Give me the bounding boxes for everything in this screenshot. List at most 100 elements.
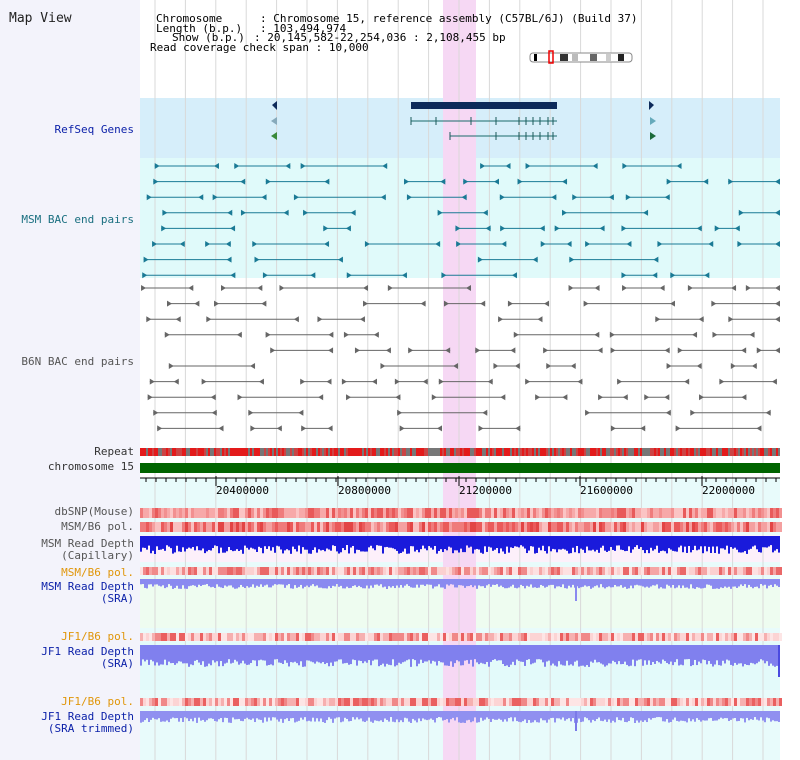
heat-cell [710,698,713,706]
depth-bar [320,536,322,551]
bac-end-icon [422,378,428,385]
depth-bar [582,645,584,666]
track-label-panel [0,0,140,760]
heat-cell [713,508,716,518]
heat-cell [521,633,524,641]
depth-bar [480,536,482,553]
depth-bar [280,536,282,550]
depth-bar [756,536,758,550]
depth-bar [664,711,666,722]
repeat-segment [666,448,668,456]
depth-bar [490,645,492,662]
heat-cell [458,508,461,518]
heat-cell [440,698,443,706]
track-label-jf1-depth-trimmed[interactable]: JF1 Read Depth (SRA trimmed) [0,711,134,735]
depth-bar [504,711,506,720]
repeat-segment [336,448,338,456]
depth-bar [370,579,372,586]
track-label-msm-depth-capillary[interactable]: MSM Read Depth (Capillary) [0,538,134,562]
heat-cell [155,633,158,641]
heat-cell [602,567,605,575]
depth-bar [340,645,342,660]
repeat-segment [210,448,212,456]
heat-cell [731,633,734,641]
depth-bar [694,645,696,660]
bac-end-icon [443,300,449,307]
repeat-segment [258,448,260,456]
heat-cell [482,522,485,532]
heat-cell [563,522,566,532]
track-label-msm-b6-pol[interactable]: MSM/B6 pol. [61,520,134,533]
track-label-jf1-depth-sra[interactable]: JF1 Read Depth (SRA) [0,646,134,670]
repeat-segment [628,448,630,456]
axis-tick-label: 21200000 [459,484,512,497]
depth-bar [456,536,458,551]
repeat-segment [296,448,298,456]
depth-bar [422,579,424,585]
depth-bar [140,711,142,723]
depth-bar [424,711,426,720]
bac-end-icon [205,241,211,247]
heat-cell [773,633,776,641]
depth-bar [516,536,518,547]
bac-end-icon [572,194,578,201]
heat-cell [524,633,527,641]
depth-bar [382,536,384,554]
heat-cell [227,567,230,575]
depth-bar [194,579,196,586]
depth-bar [462,711,464,723]
depth-bar [674,579,676,589]
depth-bar [332,536,334,546]
depth-bar [604,536,606,551]
depth-bar [566,711,568,720]
heat-cell [179,508,182,518]
depth-bar [584,536,586,553]
heat-cell [683,698,686,706]
depth-bar [464,645,466,661]
repeat-segment [776,448,778,456]
bac-end-icon [453,363,459,369]
depth-bar [238,579,240,588]
depth-bar [728,645,730,661]
heat-cell [770,698,773,706]
depth-bar [456,579,458,588]
heat-cell [473,567,476,575]
bac-end-icon [317,316,323,323]
depth-bar [388,579,390,587]
bac-end-icon [257,285,263,291]
track-label-repeat[interactable]: Repeat [94,445,134,458]
track-label-chromosome[interactable]: chromosome 15 [47,460,134,473]
heat-cell [725,633,728,641]
bac-end-icon [212,194,218,201]
track-label-dbsnp[interactable]: dbSNP(Mouse) [54,505,134,518]
depth-bar [334,645,336,662]
track-label-refseq[interactable]: RefSeq Genes [54,123,134,136]
bac-end-icon [234,163,240,169]
depth-bar [140,536,142,552]
track-label-msm-depth-sra[interactable]: MSM Read Depth (SRA) [0,581,134,605]
heat-cell [770,508,773,518]
depth-bar [422,536,424,546]
gene-arrow [650,132,656,140]
heat-cell [755,508,758,518]
heat-cell [335,508,338,518]
repeat-segment [578,448,580,456]
depth-bar [396,579,398,586]
depth-bar [430,579,432,585]
depth-bar [156,645,158,663]
track-label-msm-b6-pol-2[interactable]: MSM/B6 pol. [61,566,134,579]
track-label-jf1-b6-pol-2[interactable]: JF1/B6 pol. [61,695,134,708]
repeat-segment [390,448,392,456]
track-label-b6n-bac[interactable]: B6N BAC end pairs [21,355,134,368]
heat-cell [668,508,671,518]
depth-bar [698,645,700,662]
depth-bar [148,711,150,723]
heat-cell [767,633,770,641]
depth-bar [550,579,552,585]
depth-bar [234,711,236,720]
track-label-jf1-b6-pol[interactable]: JF1/B6 pol. [61,630,134,643]
depth-bar [162,711,164,722]
track-label-msm-bac[interactable]: MSM BAC end pairs [21,213,134,226]
depth-bar [570,536,572,554]
bac-end-icon [194,300,200,307]
